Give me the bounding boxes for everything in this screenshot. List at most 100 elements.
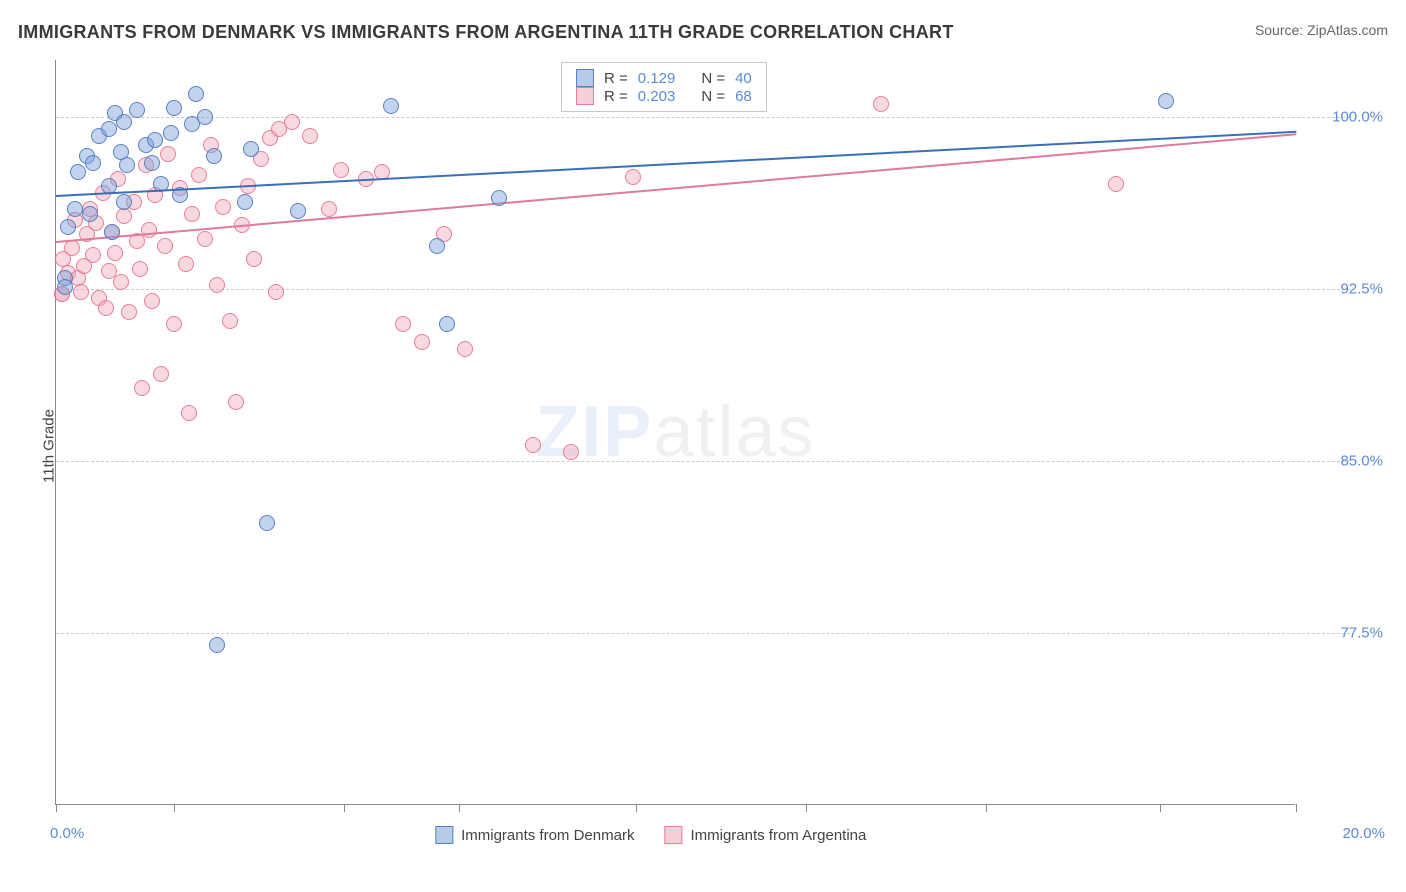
data-point-denmark [57,279,73,295]
data-point-argentina [121,304,137,320]
data-point-denmark [197,109,213,125]
n-value-denmark: 40 [735,70,752,87]
gridline [56,633,1350,634]
data-point-argentina [284,114,300,130]
x-tick [344,804,345,812]
data-point-argentina [302,128,318,144]
data-point-argentina [333,162,349,178]
legend-item-argentina: Immigrants from Argentina [664,826,866,844]
data-point-argentina [98,300,114,316]
data-point-argentina [64,240,80,256]
data-point-denmark [429,238,445,254]
y-tick-label: 85.0% [1340,453,1383,470]
data-point-argentina [144,293,160,309]
source-label: Source: ZipAtlas.com [1255,22,1388,38]
data-point-denmark [67,201,83,217]
gridline [56,117,1350,118]
data-point-argentina [197,231,213,247]
data-point-argentina [73,284,89,300]
data-point-denmark [101,121,117,137]
data-point-denmark [237,194,253,210]
data-point-argentina [153,366,169,382]
data-point-argentina [181,405,197,421]
data-point-argentina [85,247,101,263]
x-max-label: 20.0% [1342,825,1385,842]
data-point-denmark [70,164,86,180]
data-point-argentina [873,96,889,112]
data-point-denmark [1158,93,1174,109]
data-point-argentina [107,245,123,261]
data-point-denmark [439,316,455,332]
plot-area: ZIPatlas R = 0.129 N = 40 R = 0.203 N = … [55,60,1295,805]
data-point-denmark [491,190,507,206]
data-point-argentina [228,394,244,410]
data-point-argentina [157,238,173,254]
data-point-denmark [60,219,76,235]
chart-title: IMMIGRANTS FROM DENMARK VS IMMIGRANTS FR… [18,22,954,43]
data-point-denmark [119,157,135,173]
data-point-denmark [147,132,163,148]
stats-row-denmark: R = 0.129 N = 40 [576,69,752,87]
data-point-denmark [85,155,101,171]
data-point-argentina [395,316,411,332]
x-tick [56,804,57,812]
data-point-argentina [625,169,641,185]
y-tick-label: 92.5% [1340,281,1383,298]
data-point-argentina [222,313,238,329]
data-point-denmark [206,148,222,164]
data-point-argentina [525,437,541,453]
data-point-argentina [563,444,579,460]
data-point-denmark [116,194,132,210]
data-point-argentina [209,277,225,293]
data-point-denmark [116,114,132,130]
x-tick [174,804,175,812]
r-value-argentina: 0.203 [638,88,676,105]
swatch-argentina-icon [664,826,682,844]
legend-label-denmark: Immigrants from Denmark [461,827,634,844]
data-point-denmark [82,206,98,222]
series-legend: Immigrants from Denmark Immigrants from … [435,826,866,844]
data-point-denmark [144,155,160,171]
stats-legend: R = 0.129 N = 40 R = 0.203 N = 68 [561,62,767,112]
x-min-label: 0.0% [50,825,84,842]
data-point-argentina [184,206,200,222]
x-tick [636,804,637,812]
data-point-argentina [215,199,231,215]
x-tick [1160,804,1161,812]
gridline [56,289,1350,290]
legend-label-argentina: Immigrants from Argentina [690,827,866,844]
stats-row-argentina: R = 0.203 N = 68 [576,87,752,105]
legend-item-denmark: Immigrants from Denmark [435,826,634,844]
x-tick [459,804,460,812]
data-point-denmark [163,125,179,141]
x-tick [986,804,987,812]
r-label: R = [604,88,628,105]
data-point-argentina [166,316,182,332]
n-value-argentina: 68 [735,88,752,105]
gridline [56,461,1350,462]
data-point-argentina [268,284,284,300]
r-value-denmark: 0.129 [638,70,676,87]
x-tick [1296,804,1297,812]
data-point-argentina [457,341,473,357]
data-point-argentina [134,380,150,396]
data-point-denmark [209,637,225,653]
watermark-atlas: atlas [653,392,815,472]
data-point-denmark [243,141,259,157]
n-label: N = [701,88,725,105]
n-label: N = [701,70,725,87]
data-point-denmark [188,86,204,102]
data-point-denmark [259,515,275,531]
data-point-argentina [414,334,430,350]
data-point-argentina [160,146,176,162]
data-point-denmark [166,100,182,116]
data-point-denmark [129,102,145,118]
data-point-argentina [191,167,207,183]
watermark-zip: ZIP [535,392,653,472]
data-point-denmark [290,203,306,219]
data-point-argentina [132,261,148,277]
swatch-denmark-icon [576,69,594,87]
data-point-argentina [1108,176,1124,192]
swatch-denmark-icon [435,826,453,844]
data-point-denmark [104,224,120,240]
